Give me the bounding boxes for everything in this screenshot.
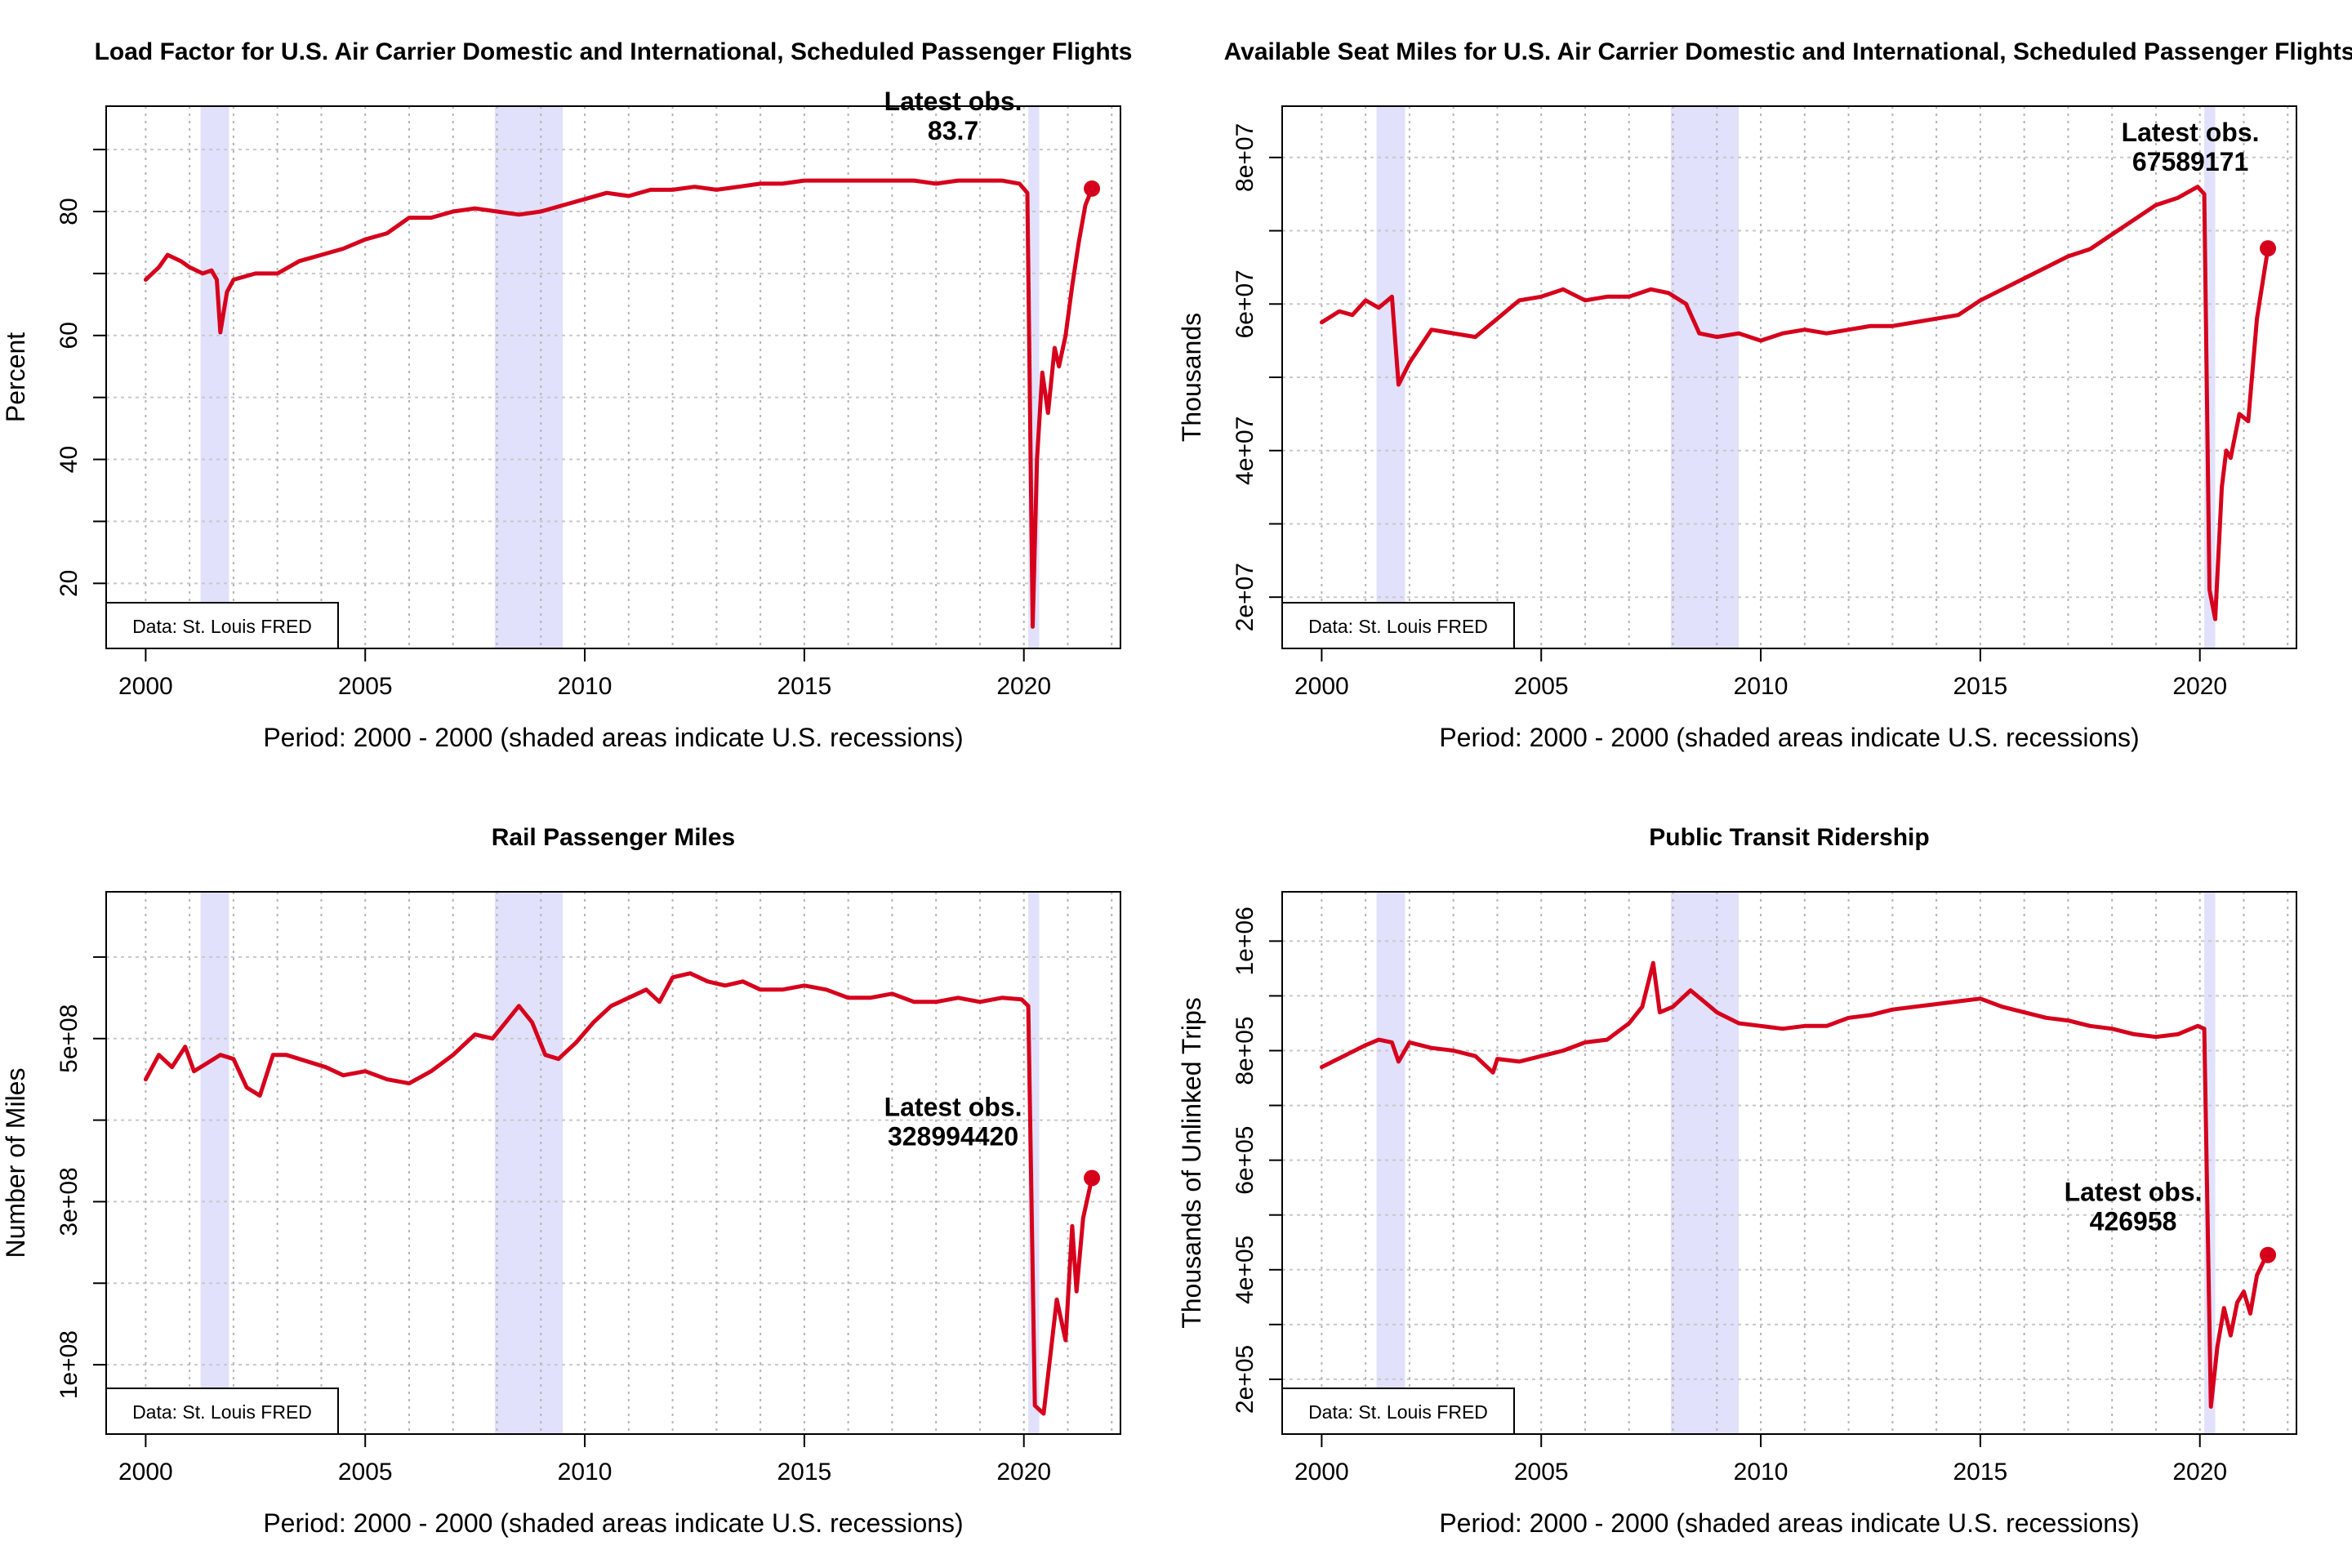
chart-panel-3: Rail Passenger Miles Latest obs.328994420… [1, 824, 1121, 1538]
plot-frame [105, 891, 1121, 1435]
x-tick-label: 2005 [338, 673, 393, 700]
y-axis-label: Thousands of Unlinked Trips [1177, 997, 1206, 1329]
y-tick-label: 80 [56, 198, 82, 225]
x-axis-label: Period: 2000 - 2000 (shaded areas indica… [1439, 723, 2139, 752]
x-tick-label: 2020 [996, 1459, 1051, 1486]
series-line [1319, 960, 2270, 1409]
chart-panel-1: Load Factor for U.S. Air Carrier Domesti… [1, 38, 1132, 752]
y-tick-label: 5e+08 [56, 1004, 82, 1073]
annotation-latest-value: 426958 [2090, 1207, 2177, 1236]
annotation-latest-label: Latest obs. [2065, 1178, 2203, 1207]
x-tick-label: 2020 [2172, 673, 2227, 700]
source-note: Data: St. Louis FRED [1308, 1401, 1488, 1423]
y-tick-label: 8e+07 [1232, 123, 1258, 192]
x-tick-label: 2015 [1953, 1459, 2008, 1486]
x-tick-label: 2010 [558, 673, 612, 700]
x-tick-label: 2015 [777, 673, 832, 700]
x-tick-label: 2000 [118, 673, 173, 700]
y-tick-label: 4e+05 [1232, 1236, 1258, 1304]
y-tick-label: 6e+05 [1232, 1126, 1258, 1195]
chart-title: Public Transit Ridership [1649, 824, 1929, 851]
annotation-latest-value: 67589171 [2132, 147, 2248, 176]
x-axis-label: Period: 2000 - 2000 (shaded areas indica… [1439, 1508, 2139, 1538]
recession-band-2 [494, 106, 564, 648]
x-axis-label: Period: 2000 - 2000 (shaded areas indica… [263, 1508, 963, 1538]
y-tick-label: 40 [56, 446, 82, 473]
y-tick-label: 1e+06 [1232, 906, 1258, 975]
y-tick-label: 2e+07 [1232, 563, 1258, 631]
recession-band-1 [1376, 892, 1405, 1434]
x-tick-label: 2000 [118, 1459, 173, 1486]
x-tick-label: 2005 [1514, 1459, 1569, 1486]
latest-point-marker [1084, 180, 1101, 197]
x-tick-label: 2015 [1953, 673, 2008, 700]
annotation-latest-label: Latest obs. [2122, 118, 2260, 147]
y-tick-label: 2e+05 [1232, 1345, 1258, 1414]
x-tick-label: 2010 [1734, 673, 1788, 700]
series-line [143, 971, 1094, 1416]
x-tick-label: 2010 [558, 1459, 612, 1486]
source-box [1281, 1388, 1515, 1435]
y-tick-label: 3e+08 [56, 1167, 82, 1236]
annotation-latest-value: 328994420 [888, 1121, 1018, 1151]
latest-point-marker [1084, 1169, 1101, 1187]
chart-panel-4: Public Transit Ridership Latest obs.42695… [1177, 824, 2297, 1538]
y-tick-label: 1e+08 [56, 1330, 82, 1399]
x-tick-label: 2015 [777, 1459, 832, 1486]
y-tick-label: 20 [56, 570, 82, 597]
x-tick-label: 2005 [338, 1459, 393, 1486]
recession-band-1 [200, 892, 229, 1434]
y-tick-label: 6e+07 [1232, 270, 1258, 338]
chart-panel-2: Available Seat Miles for U.S. Air Carrie… [1177, 38, 2352, 752]
x-tick-label: 2010 [1734, 1459, 1788, 1486]
annotation-latest-label: Latest obs. [884, 87, 1022, 116]
chart-title: Load Factor for U.S. Air Carrier Domesti… [95, 38, 1133, 65]
annotation-latest-value: 83.7 [928, 116, 978, 145]
x-tick-label: 2020 [996, 673, 1051, 700]
source-note: Data: St. Louis FRED [132, 616, 312, 637]
latest-point-marker [2260, 1246, 2277, 1263]
series-line [143, 178, 1094, 629]
y-axis-label: Number of Miles [1, 1068, 30, 1258]
source-note: Data: St. Louis FRED [132, 1401, 312, 1423]
y-axis-label: Thousands [1177, 313, 1206, 442]
recession-band-2 [494, 892, 564, 1434]
source-note: Data: St. Louis FRED [1308, 616, 1488, 637]
source-box [1281, 602, 1515, 649]
source-box [105, 1388, 339, 1435]
x-tick-label: 2020 [2172, 1459, 2227, 1486]
recession-band-2 [1670, 892, 1740, 1434]
x-tick-label: 2000 [1294, 673, 1349, 700]
series-line [1319, 185, 2270, 621]
x-tick-label: 2000 [1294, 1459, 1349, 1486]
y-tick-label: 60 [56, 322, 82, 349]
source-box [105, 602, 339, 649]
y-axis-label: Percent [1, 332, 30, 422]
latest-point-marker [2260, 240, 2277, 257]
chart-title: Rail Passenger Miles [492, 824, 735, 851]
recession-band-3 [1028, 892, 1040, 1434]
annotation-latest-label: Latest obs. [884, 1092, 1022, 1121]
y-tick-label: 8e+05 [1232, 1016, 1258, 1085]
chart-title: Available Seat Miles for U.S. Air Carrie… [1224, 38, 2352, 65]
x-axis-label: Period: 2000 - 2000 (shaded areas indica… [263, 723, 963, 752]
plot-frame [105, 105, 1121, 649]
plot-frame [1281, 891, 2297, 1435]
x-tick-label: 2005 [1514, 673, 1569, 700]
recession-band-1 [200, 106, 229, 648]
y-tick-label: 4e+07 [1232, 416, 1258, 485]
